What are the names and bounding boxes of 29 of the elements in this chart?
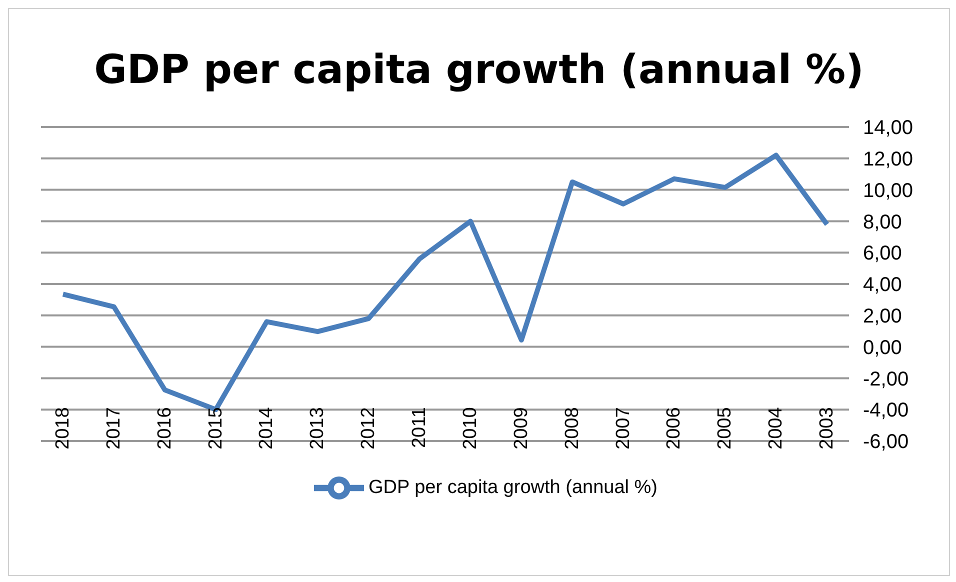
x-tick-label: 2015 xyxy=(205,407,226,450)
x-tick-label: 2006 xyxy=(664,407,685,450)
x-tick-label: 2009 xyxy=(510,407,532,450)
y-tick-label: -6,00 xyxy=(863,431,909,454)
x-tick-label: 2008 xyxy=(562,407,583,450)
x-tick-label: 2013 xyxy=(307,407,328,450)
x-tick-label: 2005 xyxy=(714,407,736,450)
y-tick-label: 8,00 xyxy=(863,211,902,234)
y-tick-label: -2,00 xyxy=(863,368,909,390)
y-tick-label: 6,00 xyxy=(863,242,902,265)
x-tick-label: 2016 xyxy=(154,407,176,450)
legend-label: GDP per capita growth (annual %) xyxy=(368,477,658,498)
x-tick-label: 2011 xyxy=(409,407,430,448)
x-tick-label: 2014 xyxy=(256,406,278,450)
y-tick-label: 4,00 xyxy=(863,274,902,296)
y-tick-label: 10,00 xyxy=(863,180,914,202)
x-tick-label: 2004 xyxy=(766,406,787,450)
x-tick-label: 2003 xyxy=(816,407,838,450)
y-tick-label: 14,00 xyxy=(863,117,914,140)
y-tick-label: 12,00 xyxy=(863,148,914,170)
x-tick-label: 2007 xyxy=(612,407,634,450)
x-tick-label: 2018 xyxy=(52,407,74,450)
y-tick-label: 2,00 xyxy=(863,306,902,328)
chart-title: GDP per capita growth (annual %) xyxy=(93,47,865,93)
y-tick-label: 0,00 xyxy=(863,336,902,359)
x-tick-label: 2017 xyxy=(103,407,124,450)
y-tick-label: -4,00 xyxy=(863,400,909,422)
x-tick-label: 2010 xyxy=(460,407,481,450)
x-tick-label: 2012 xyxy=(358,407,380,450)
